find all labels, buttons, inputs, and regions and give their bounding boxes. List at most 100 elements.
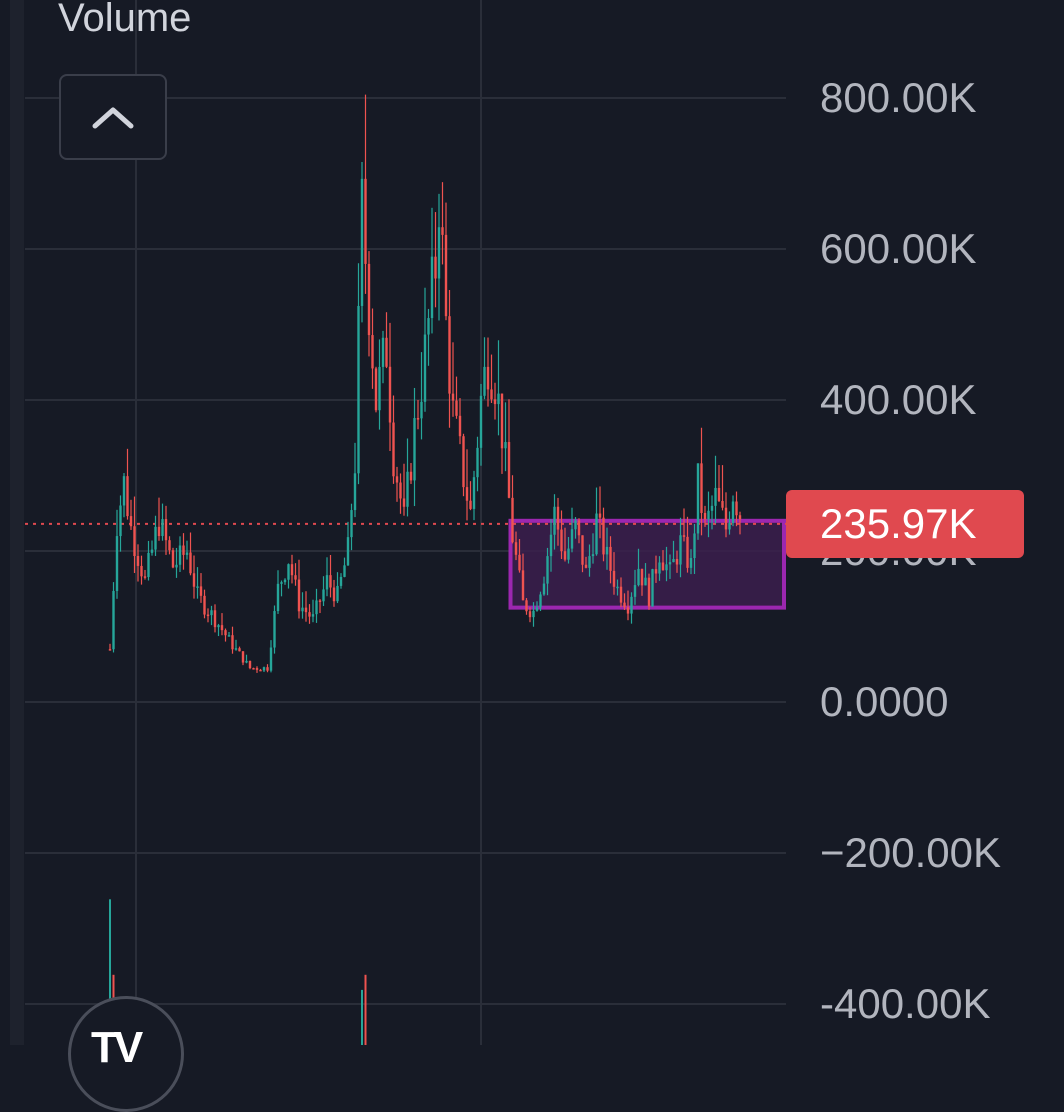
candle-body [696, 463, 700, 534]
candle-body [371, 335, 374, 369]
candle-body [297, 579, 301, 612]
candle-body [350, 510, 353, 538]
candle-body [143, 576, 147, 578]
candle-body [217, 625, 220, 628]
candle-body [535, 607, 539, 611]
candle-body [318, 600, 322, 602]
candle-body [311, 614, 315, 617]
highlight-rectangle[interactable] [508, 518, 786, 610]
candle-body [420, 401, 423, 419]
candle-body [444, 234, 448, 317]
candle-body [602, 517, 605, 555]
candle-body [640, 568, 644, 586]
candle-body [731, 501, 735, 524]
candle-body [476, 447, 479, 478]
candle-body [623, 602, 626, 608]
candle-body [140, 565, 143, 577]
candle-body [637, 568, 640, 586]
candle-body [598, 513, 602, 518]
candle-body [465, 487, 469, 501]
candle-body [329, 575, 332, 588]
candle-body [154, 526, 157, 550]
candle-body [147, 552, 150, 578]
candle-body [553, 506, 556, 535]
candle-body [157, 526, 161, 537]
candle-body [483, 366, 486, 396]
candle-body [213, 610, 217, 628]
candle-body [241, 651, 245, 663]
candle-body [542, 583, 546, 595]
last-value-label: 235.97K [786, 490, 1024, 558]
candle-body [626, 607, 630, 614]
candle-body [532, 610, 535, 618]
candle-body [616, 586, 619, 589]
candle-body [385, 337, 388, 367]
candle-body [164, 519, 168, 541]
candle-body [374, 368, 378, 411]
candle-body [178, 545, 182, 565]
candle-body [182, 545, 185, 555]
candle-body [175, 564, 178, 568]
candle-body [353, 473, 357, 511]
candle-body [245, 660, 248, 663]
y-tick-label: 400.00K [820, 376, 977, 423]
candle-body [556, 506, 560, 530]
candle-body [458, 415, 462, 437]
candles [108, 94, 742, 673]
candle-body [504, 442, 507, 449]
left-scroll-strip [10, 0, 24, 1045]
candle-body [546, 556, 549, 584]
candle-body [266, 667, 269, 671]
candle-body [189, 552, 192, 574]
candle-body [388, 366, 392, 423]
volume-chart[interactable] [0, 0, 1064, 1045]
candle-body [399, 482, 402, 499]
candle-body [686, 536, 689, 568]
candle-body [409, 471, 413, 481]
candle-body [227, 635, 231, 637]
candle-body [507, 442, 511, 498]
candle-body [273, 611, 276, 648]
candle-body [441, 227, 444, 235]
candle-body [133, 526, 136, 556]
candle-body [168, 540, 171, 551]
candle-body [679, 535, 682, 565]
candle-body [497, 393, 500, 405]
candle-body [119, 505, 122, 537]
candle-body [248, 660, 252, 669]
candle-body [644, 577, 647, 586]
candle-body [234, 648, 238, 650]
candle-body [588, 556, 591, 568]
candle-body [346, 537, 350, 566]
candle-body [283, 579, 287, 583]
candle-body [591, 554, 595, 557]
candle-body [206, 614, 210, 617]
tradingview-logo[interactable]: TV [68, 996, 184, 1112]
candle-body [231, 635, 234, 650]
candle-body [255, 668, 259, 670]
pane-title: Volume [58, 0, 192, 40]
candle-body [633, 585, 637, 597]
candle-body [574, 520, 577, 530]
candle-body [290, 564, 294, 576]
candle-body [518, 554, 521, 571]
candle-body [612, 570, 616, 587]
candle-body [595, 513, 598, 555]
candle-body [406, 471, 409, 507]
candle-body [287, 564, 290, 580]
candle-body [700, 463, 703, 513]
candle-body [724, 507, 728, 530]
candle-body [448, 316, 451, 394]
candle-body [549, 534, 553, 557]
candle-body [717, 487, 721, 501]
candle-body [521, 570, 525, 601]
collapse-button[interactable] [59, 74, 167, 160]
candle-body [171, 550, 175, 568]
candle-body [427, 318, 430, 335]
candle-body [262, 667, 266, 671]
candle-body [185, 552, 189, 555]
candle-body [490, 389, 493, 400]
candle-body [703, 512, 707, 520]
candle-body [220, 625, 224, 631]
candle-body [689, 558, 693, 568]
